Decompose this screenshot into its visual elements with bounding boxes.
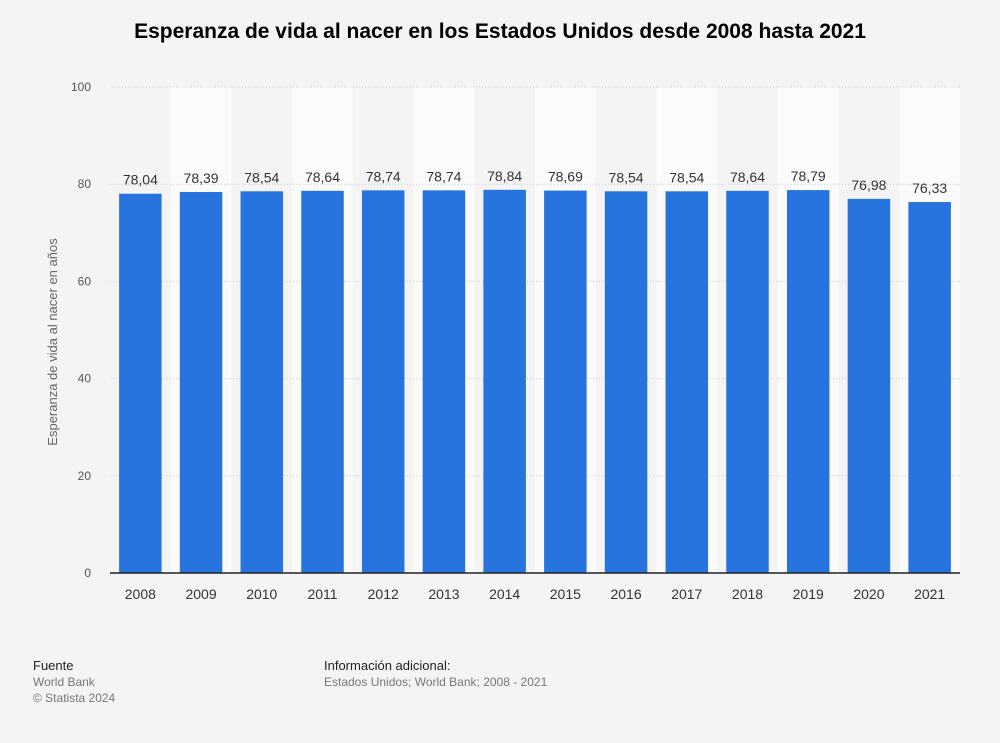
chart-title: Esperanza de vida al nacer en los Estado…	[134, 20, 866, 43]
x-tick-label: 2013	[428, 586, 459, 602]
y-axis-title: Esperanza de vida al nacer en años	[45, 238, 60, 446]
info-text: Estados Unidos; World Bank; 2008 - 2021	[324, 675, 548, 689]
x-tick-label: 2008	[125, 586, 156, 602]
info-heading: Información adicional:	[324, 658, 451, 673]
info-block: Información adicional: Estados Unidos; W…	[324, 658, 547, 690]
x-tick-label: 2017	[671, 586, 702, 602]
data-label: 78,69	[548, 169, 583, 185]
x-tick-label: 2009	[185, 586, 216, 602]
y-tick-label: 40	[78, 372, 92, 386]
bar[interactable]	[301, 190, 344, 573]
bar[interactable]	[726, 190, 769, 573]
x-tick-label: 2011	[307, 586, 337, 602]
y-tick-label: 80	[78, 177, 92, 191]
x-tick-label: 2010	[246, 586, 277, 602]
data-label: 78,74	[366, 168, 401, 184]
bar[interactable]	[908, 202, 951, 573]
x-tick-label: 2016	[610, 586, 641, 602]
bar[interactable]	[847, 198, 891, 573]
x-tick-label: 2021	[914, 586, 945, 602]
data-label: 78,54	[669, 169, 704, 185]
bars	[119, 189, 951, 574]
data-label: 76,98	[851, 177, 886, 193]
y-tick-label: 100	[71, 80, 91, 94]
x-tick-label: 2012	[368, 586, 399, 602]
y-axis-ticks: 0 20 40 60 80 100	[71, 80, 91, 580]
data-label: 78,39	[184, 170, 219, 186]
bar[interactable]	[361, 190, 405, 573]
copyright[interactable]: © Statista 2024	[33, 691, 116, 705]
bar[interactable]	[240, 191, 284, 573]
x-tick-label: 2019	[793, 586, 824, 602]
source-heading: Fuente	[33, 658, 74, 673]
y-tick-label: 0	[84, 566, 91, 580]
data-label: 78,64	[305, 169, 340, 185]
bar[interactable]	[119, 193, 162, 574]
bar[interactable]	[604, 191, 648, 573]
y-tick-label: 20	[78, 469, 92, 483]
x-tick-label: 2020	[853, 586, 884, 602]
data-label: 78,64	[730, 169, 765, 185]
data-label: 78,04	[123, 172, 158, 188]
data-label: 76,33	[912, 180, 947, 196]
bar[interactable]	[422, 190, 466, 573]
column-bands	[110, 87, 960, 573]
bar[interactable]	[483, 189, 526, 574]
source-name[interactable]: World Bank	[33, 675, 95, 689]
x-tick-label: 2015	[550, 586, 581, 602]
data-labels: 78,04 78,39 78,54 78,64 78,74 78,74 78,84 78,69…	[123, 168, 948, 196]
bar[interactable]	[179, 192, 223, 573]
data-label: 78,84	[487, 168, 522, 184]
data-label: 78,79	[791, 168, 826, 184]
data-label: 78,54	[609, 169, 644, 185]
data-label: 78,74	[426, 168, 461, 184]
bar[interactable]	[665, 191, 709, 573]
y-tick-label: 60	[78, 274, 92, 288]
x-tick-label: 2018	[732, 586, 763, 602]
bar[interactable]	[544, 190, 587, 574]
bar[interactable]	[786, 190, 830, 573]
data-label: 78,54	[244, 169, 279, 185]
x-axis-labels: 2008 2009 2010 2011 2012 2013 2014 2015 2016 2017…	[125, 586, 946, 602]
source-block: Fuente World Bank © Statista 2024	[33, 658, 115, 706]
x-tick-label: 2014	[489, 586, 520, 602]
